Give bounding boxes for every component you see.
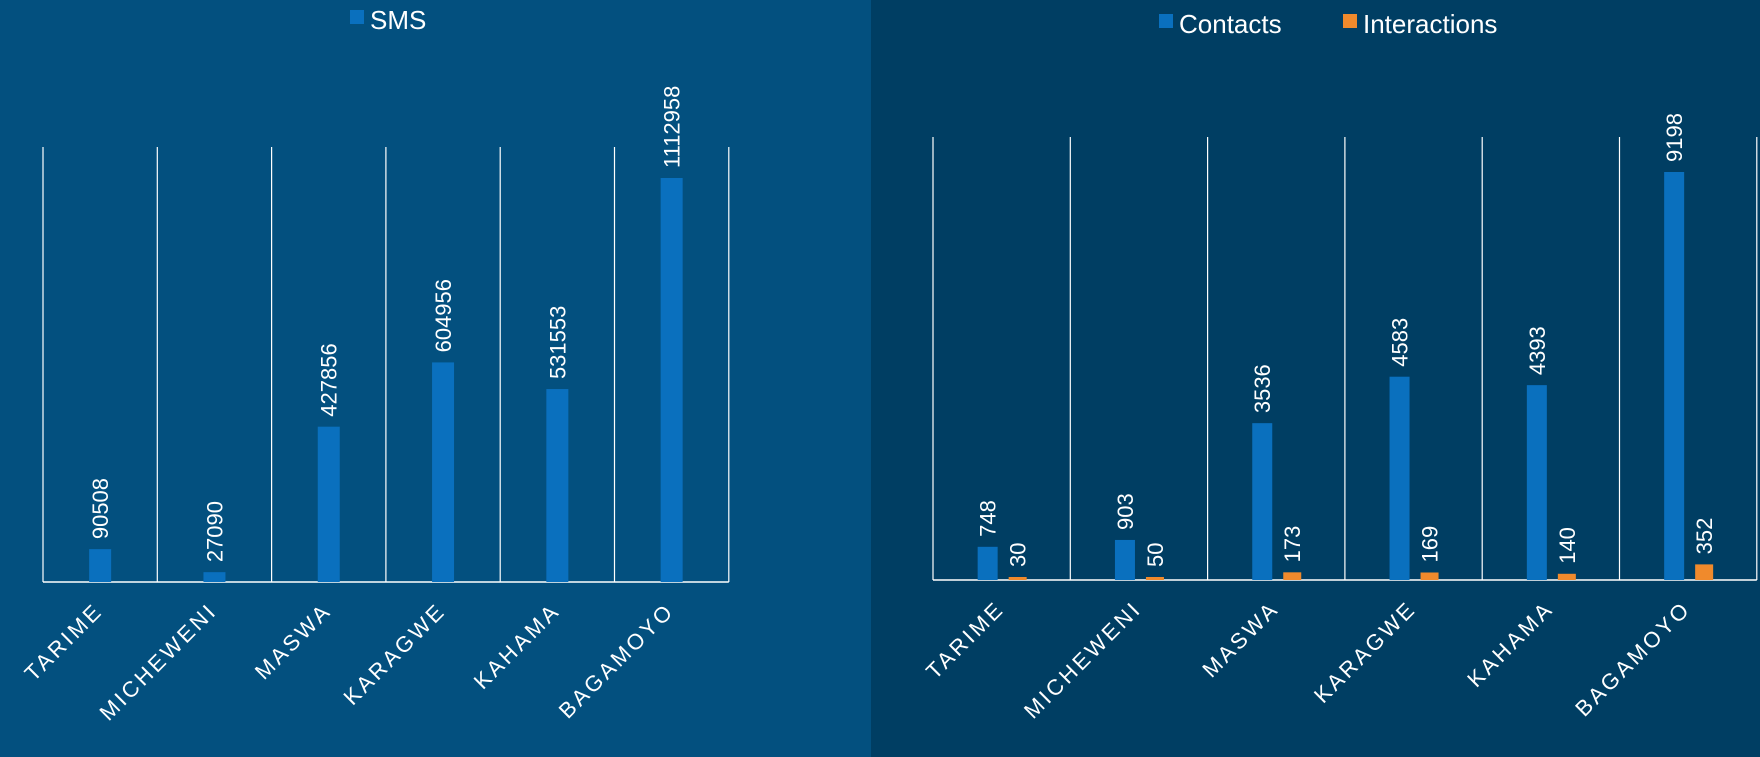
- sms-chart-panel: SMS 90508 TARIME 27090 MICHEWENI 427856 MASWA 6…: [0, 0, 871, 757]
- bar-micheweni-interactions: [1145, 577, 1164, 580]
- data-label-tarime-sms: 90508: [88, 478, 113, 539]
- x-tick-label-karagwe: KARAGWE: [1309, 596, 1421, 708]
- data-label-micheweni-sms: 27090: [202, 501, 227, 562]
- data-label-karagwe-contacts: 4583: [1388, 318, 1413, 367]
- bar-maswa-interactions: [1283, 572, 1302, 580]
- x-tick-label-kahama: KAHAMA: [1462, 596, 1558, 692]
- data-label-karagwe-interactions: 169: [1418, 526, 1443, 563]
- data-label-bagamoyo-contacts: 9198: [1662, 113, 1687, 162]
- bar-karagwe-contacts: [1389, 376, 1410, 580]
- legend-swatch-0: [350, 10, 364, 24]
- data-label-kahama-sms: 531553: [545, 306, 570, 379]
- legend-swatch-1: [1343, 14, 1357, 28]
- data-label-micheweni-interactions: 50: [1143, 543, 1168, 567]
- x-tick-label-karagwe: KARAGWE: [339, 598, 451, 710]
- x-tick-label-maswa: MASWA: [250, 598, 336, 684]
- x-tick-label-maswa: MASWA: [1197, 596, 1283, 682]
- bar-bagamoyo-sms: [660, 178, 683, 582]
- x-tick-label-bagamoyo: BAGAMOYO: [1570, 596, 1695, 721]
- legend-swatch-0: [1159, 14, 1173, 28]
- x-tick-label-tarime: TARIME: [921, 596, 1009, 684]
- data-label-karagwe-sms: 604956: [431, 279, 456, 352]
- data-label-kahama-interactions: 140: [1555, 527, 1580, 564]
- bar-micheweni-contacts: [1114, 539, 1135, 580]
- bar-tarime-contacts: [977, 546, 998, 580]
- legend-label-0: Contacts: [1179, 9, 1282, 39]
- data-label-bagamoyo-interactions: 352: [1692, 518, 1717, 555]
- x-tick-label-tarime: TARIME: [20, 598, 108, 686]
- x-tick-label-micheweni: MICHEWENI: [1019, 596, 1147, 724]
- bar-maswa-sms: [317, 426, 340, 582]
- bar-kahama-sms: [546, 389, 569, 582]
- bar-tarime-sms: [89, 549, 112, 582]
- bar-kahama-contacts: [1526, 385, 1547, 580]
- data-label-maswa-interactions: 173: [1280, 526, 1305, 563]
- bar-bagamoyo-interactions: [1695, 564, 1714, 580]
- contacts-interactions-chart-panel: Contacts Interactions 748 30 TARIME 903 50 MICH…: [871, 0, 1760, 757]
- data-label-tarime-interactions: 30: [1006, 543, 1031, 567]
- bar-tarime-interactions: [1008, 577, 1027, 580]
- bar-maswa-contacts: [1252, 423, 1273, 580]
- legend-label-1: Interactions: [1363, 9, 1497, 39]
- data-label-maswa-contacts: 3536: [1250, 364, 1275, 413]
- legend-label-0: SMS: [370, 5, 426, 35]
- x-tick-label-kahama: KAHAMA: [469, 598, 565, 694]
- bar-micheweni-sms: [203, 572, 226, 582]
- sms-bar-chart: SMS 90508 TARIME 27090 MICHEWENI 427856 MASWA 6…: [20, 5, 730, 726]
- x-tick-label-micheweni: MICHEWENI: [94, 598, 222, 726]
- data-label-tarime-contacts: 748: [976, 500, 1001, 537]
- bar-karagwe-interactions: [1420, 572, 1439, 580]
- data-label-bagamoyo-sms: 1112958: [660, 86, 685, 168]
- data-label-kahama-contacts: 4393: [1525, 326, 1550, 375]
- bar-karagwe-sms: [432, 362, 455, 582]
- bar-kahama-interactions: [1557, 573, 1576, 580]
- bar-bagamoyo-contacts: [1664, 172, 1685, 580]
- data-label-micheweni-contacts: 903: [1113, 493, 1138, 530]
- x-tick-label-bagamoyo: BAGAMOYO: [554, 598, 679, 723]
- data-label-maswa-sms: 427856: [317, 343, 342, 416]
